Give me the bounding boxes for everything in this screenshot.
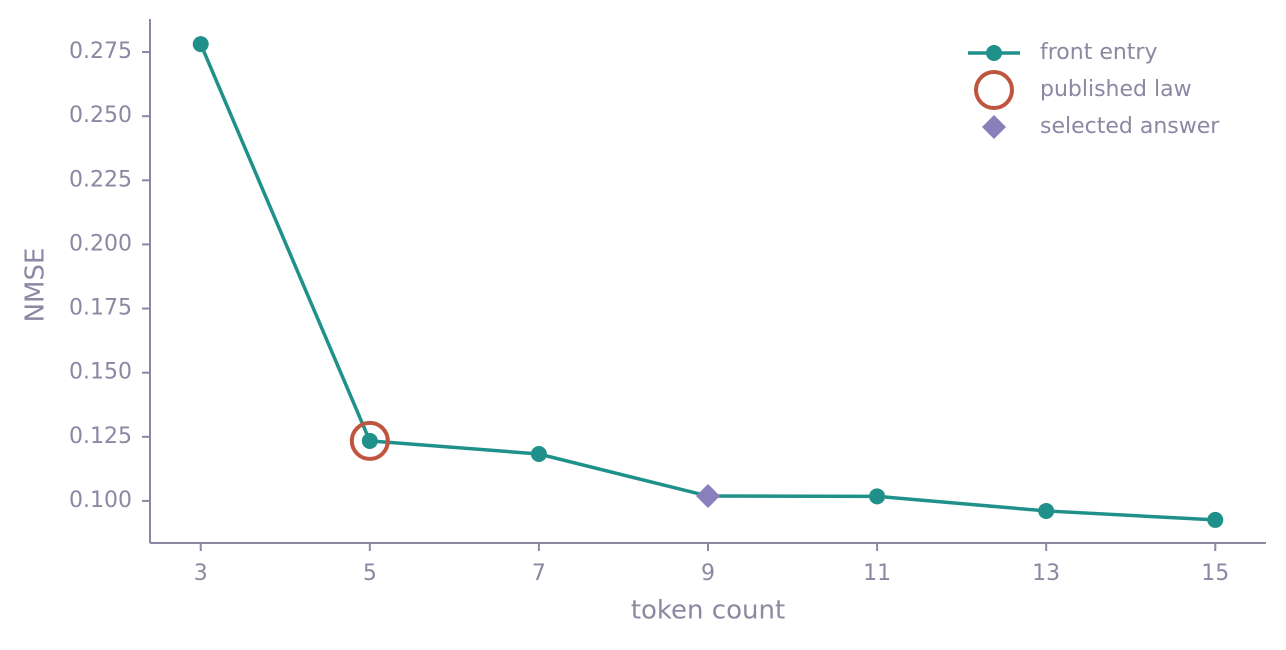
point: [869, 488, 886, 505]
y-axis-label: NMSE: [21, 248, 51, 323]
x-tick-label: 3: [194, 561, 208, 586]
legend-marker: [982, 115, 1006, 139]
x-tick-label: 7: [532, 561, 546, 586]
point: [192, 36, 209, 53]
x-tick-label: 5: [363, 561, 377, 586]
y-tick-label: 0.275: [69, 39, 132, 64]
legend-marker: [986, 45, 1002, 61]
y-tick-label: 0.150: [69, 360, 132, 385]
legend-label: front entry: [1040, 40, 1158, 65]
point: [361, 432, 378, 449]
y-tick-label: 0.200: [69, 231, 132, 256]
y-tick-label: 0.100: [69, 488, 132, 513]
y-tick-label: 0.175: [69, 296, 132, 321]
x-axis-label: token count: [631, 596, 785, 626]
point: [1207, 511, 1224, 528]
x-tick-label: 11: [863, 561, 891, 586]
x-tick-label: 15: [1201, 561, 1229, 586]
y-tick-label: 0.225: [69, 167, 132, 192]
legend-label: selected answer: [1040, 114, 1220, 139]
diamond-marker: [696, 484, 720, 509]
ring-marker: [349, 420, 390, 461]
x-tick-label: 13: [1032, 561, 1060, 586]
point: [1038, 502, 1055, 519]
y-tick-label: 0.250: [69, 103, 132, 128]
x-tick-label: 9: [701, 561, 715, 586]
point: [530, 445, 547, 462]
legend-label: published law: [1040, 77, 1192, 102]
y-tick-label: 0.125: [69, 424, 132, 449]
legend-marker: [974, 70, 1014, 110]
